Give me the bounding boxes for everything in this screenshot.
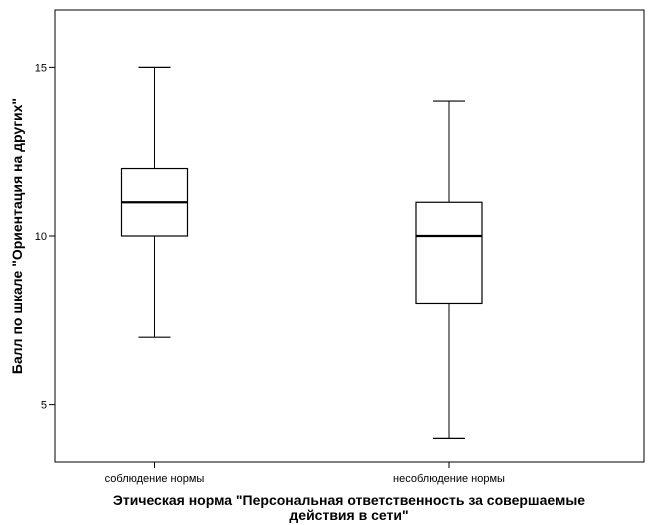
iqr-box: [415, 201, 483, 305]
x-tick-label: несоблюдение нормы: [393, 473, 505, 485]
box-series: [120, 66, 483, 439]
box-2: [415, 100, 483, 439]
y-tick-label: 15: [35, 62, 47, 74]
y-axis-label: Балл по шкале "Ориентация на других": [9, 98, 25, 374]
y-tick-label: 5: [41, 400, 47, 412]
x-axis-label-line-1: Этическая норма "Персональная ответствен…: [113, 492, 585, 508]
x-tick-label: соблюдение нормы: [105, 473, 205, 485]
x-axis: соблюдение нормы несоблюдение нормы: [105, 462, 505, 485]
y-tick-label: 10: [35, 231, 47, 243]
box-1: [120, 66, 189, 338]
y-axis: 5 10 15: [35, 62, 55, 412]
x-axis-label-line-2: действия в сети": [289, 507, 408, 523]
